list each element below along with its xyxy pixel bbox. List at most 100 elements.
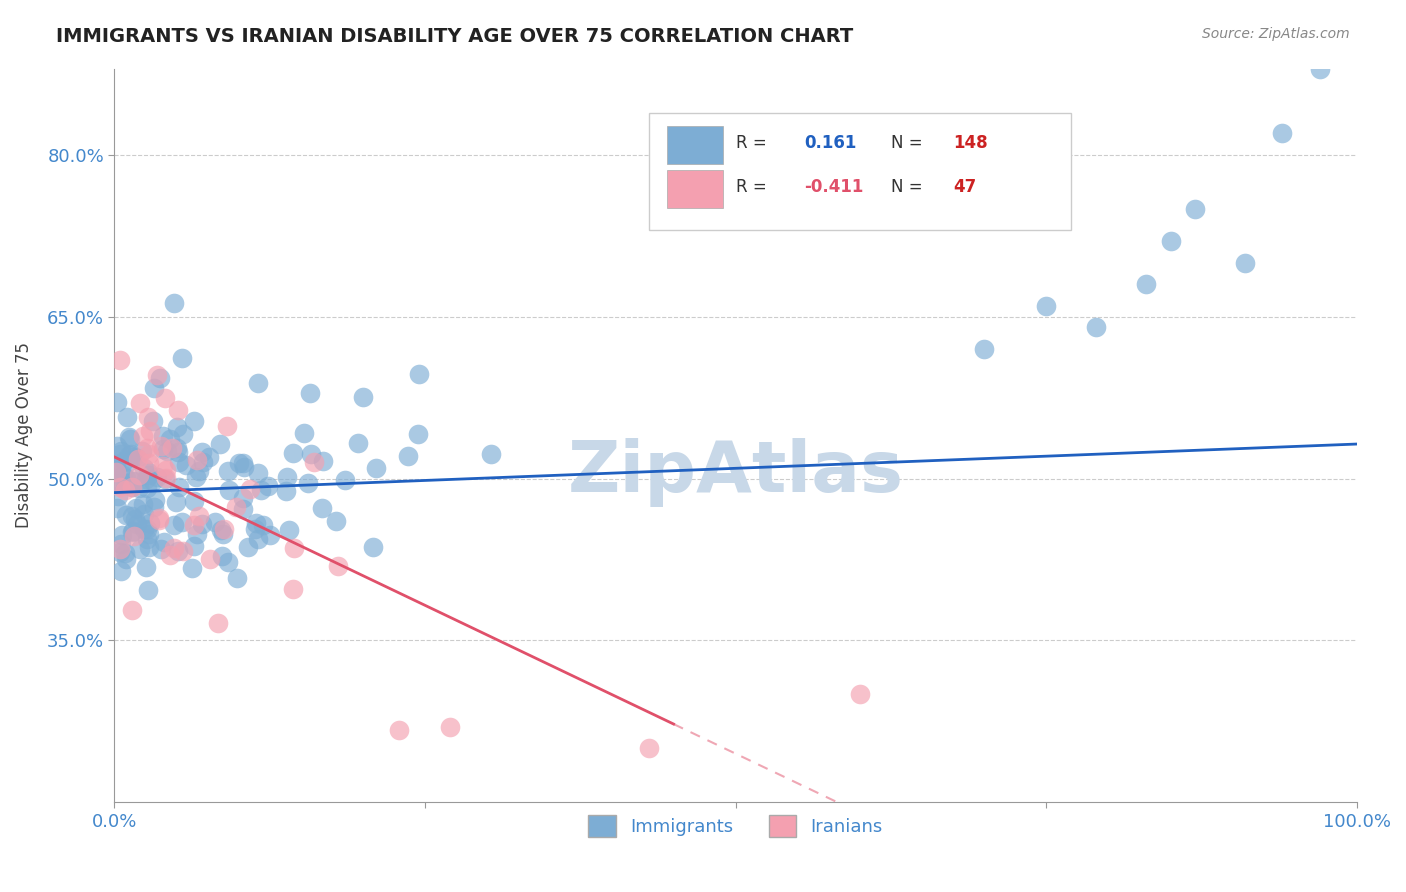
Text: Source: ZipAtlas.com: Source: ZipAtlas.com (1202, 27, 1350, 41)
Point (312, 454, 335, 468)
Point (142, 413, 165, 427)
Point (170, 515, 193, 529)
Point (191, 445, 214, 459)
Point (225, 500, 247, 515)
Point (1085, 320, 1108, 334)
Point (152, 459, 174, 474)
Point (186, 453, 208, 467)
Point (406, 426, 429, 441)
Point (104, 461, 127, 475)
Point (232, 502, 254, 516)
Point (155, 463, 177, 477)
Point (149, 371, 172, 385)
Point (138, 465, 160, 479)
Point (361, 540, 384, 554)
Point (849, 687, 872, 701)
Point (278, 523, 301, 537)
Y-axis label: Disability Age Over 75: Disability Age Over 75 (15, 343, 32, 528)
Point (167, 455, 190, 469)
Point (146, 470, 169, 484)
Point (245, 522, 267, 536)
Point (239, 482, 262, 496)
Point (439, 720, 461, 734)
Point (127, 452, 149, 467)
Point (233, 460, 256, 475)
Point (131, 429, 153, 443)
Text: R =: R = (735, 178, 772, 196)
Point (1160, 234, 1182, 248)
Point (1035, 299, 1057, 313)
Point (198, 450, 221, 464)
Point (121, 524, 143, 539)
Point (183, 494, 205, 508)
Point (188, 509, 211, 524)
Point (408, 368, 430, 382)
Text: 47: 47 (953, 178, 976, 196)
Point (108, 353, 131, 368)
Point (110, 564, 132, 578)
Point (297, 475, 319, 490)
Point (292, 425, 315, 440)
Point (166, 441, 188, 455)
Point (114, 483, 136, 497)
Point (134, 508, 156, 522)
Point (232, 456, 254, 470)
Point (148, 511, 170, 525)
Point (163, 518, 186, 533)
Point (156, 444, 179, 458)
Point (107, 489, 129, 503)
Point (353, 390, 375, 404)
Point (152, 535, 174, 549)
Point (138, 467, 160, 482)
Point (250, 483, 273, 498)
Point (108, 542, 131, 557)
Point (252, 518, 274, 533)
Point (122, 524, 145, 539)
Point (122, 529, 145, 543)
Point (1135, 277, 1157, 292)
Point (232, 491, 254, 506)
Point (238, 540, 260, 554)
Point (122, 474, 145, 488)
Point (160, 441, 183, 455)
FancyBboxPatch shape (648, 112, 1071, 230)
Point (217, 419, 239, 434)
Point (121, 480, 143, 494)
Point (117, 409, 139, 424)
Point (159, 432, 181, 446)
Point (299, 385, 322, 400)
Point (166, 419, 188, 434)
Point (117, 455, 139, 469)
Point (136, 582, 159, 597)
Point (326, 559, 349, 574)
Point (128, 396, 150, 410)
Point (155, 471, 177, 485)
Point (121, 475, 143, 489)
Point (110, 545, 132, 559)
Point (274, 484, 297, 499)
Text: 148: 148 (953, 135, 988, 153)
Point (1309, 62, 1331, 76)
Point (153, 472, 176, 486)
Point (135, 559, 157, 574)
Text: -0.411: -0.411 (804, 178, 863, 196)
Point (481, 447, 503, 461)
Point (245, 516, 267, 530)
Point (246, 376, 269, 390)
Point (637, 741, 659, 756)
Point (209, 523, 232, 537)
Text: R =: R = (735, 135, 772, 153)
Text: N =: N = (891, 135, 928, 153)
Point (138, 456, 160, 470)
Point (125, 500, 148, 515)
Point (138, 448, 160, 462)
Point (163, 541, 186, 555)
Point (299, 447, 322, 461)
Point (166, 402, 188, 417)
Point (302, 455, 325, 469)
Point (134, 523, 156, 537)
Point (283, 582, 305, 596)
Point (1234, 256, 1257, 270)
Point (118, 429, 141, 443)
Point (143, 500, 166, 514)
